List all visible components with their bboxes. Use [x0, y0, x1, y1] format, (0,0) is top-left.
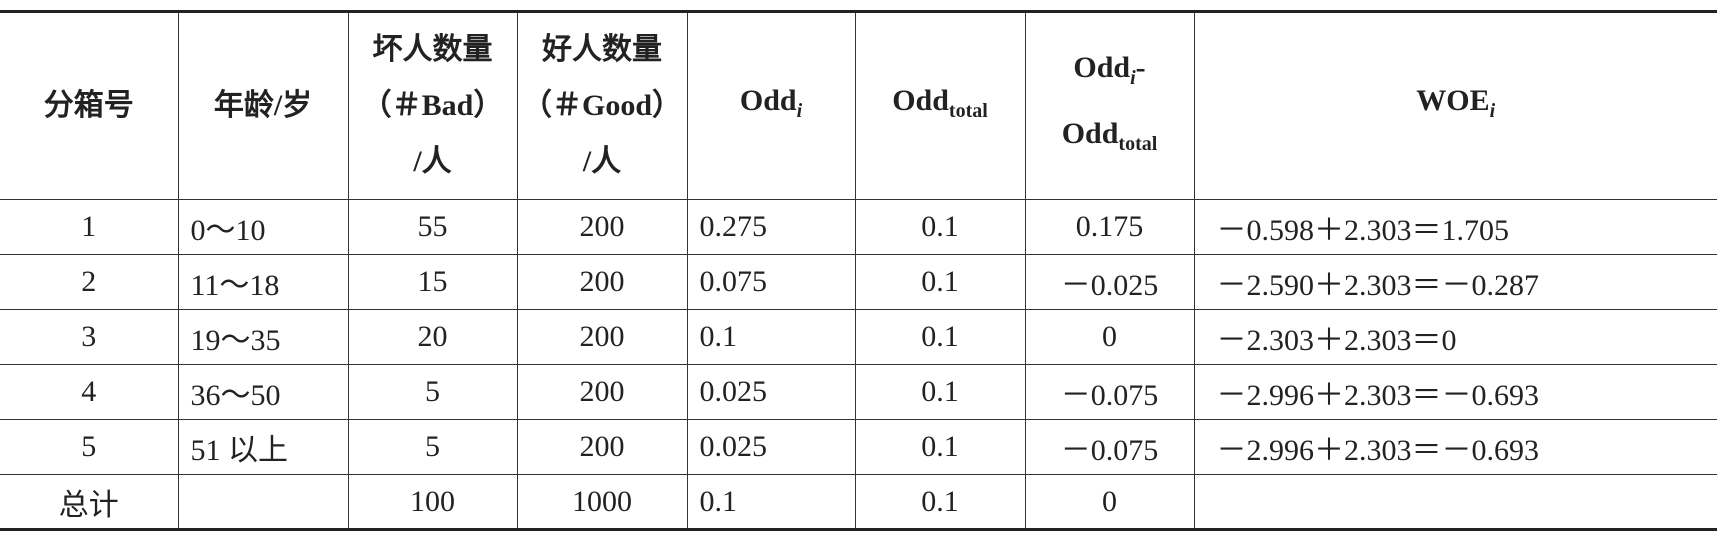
table-cell: 11～18: [177, 254, 348, 310]
table-cell: 2: [0, 254, 178, 310]
table-row: 总计 100 1000 0.1 0.1 0: [0, 474, 1717, 531]
header-row: 分箱号 年龄/岁 坏人数量 （＃Bad）/人 好人数量 （＃Good）/人 Oddi Oddt…: [0, 10, 1717, 200]
table-cell: 5: [347, 364, 517, 420]
header-text: /人: [413, 145, 452, 178]
table-cell: 0.1: [854, 199, 1025, 255]
header-line: 好人数量: [518, 22, 687, 78]
woe-table: 分箱号 年龄/岁 坏人数量 （＃Bad）/人 好人数量 （＃Good）/人 Oddi Oddt…: [0, 10, 1717, 531]
header-cell: 好人数量 （＃Good） /人: [516, 10, 687, 200]
table-cell: 0.1: [854, 474, 1025, 531]
header-cell: 年龄/岁: [177, 10, 348, 200]
table-row: 4 36～50 5 200 0.025 0.1 －0.075 －2.996＋2.303＝－0.…: [0, 364, 1717, 420]
table-cell: 20: [347, 309, 517, 365]
header-text: （＃Good）: [521, 89, 683, 122]
table-cell: 1: [0, 199, 178, 255]
table-cell: 200: [516, 199, 687, 255]
table-header: 分箱号 年龄/岁 坏人数量 （＃Bad）/人 好人数量 （＃Good）/人 Oddi Oddt…: [0, 10, 1717, 200]
table-cell: 0.1: [854, 364, 1025, 420]
table-cell: 15: [347, 254, 517, 310]
header-cell: 坏人数量 （＃Bad） /人: [347, 10, 517, 200]
table-cell: 0.175: [1024, 199, 1194, 255]
table-cell: [177, 474, 348, 531]
subscript: total: [1118, 133, 1158, 155]
table-cell: 0.1: [686, 309, 855, 365]
table-cell: 200: [516, 309, 687, 365]
header-text: Odd: [1061, 117, 1119, 150]
table-cell: －0.598＋2.303＝1.705: [1193, 199, 1717, 255]
header-line: Oddi: [688, 73, 855, 139]
header-line: Oddtotal: [856, 73, 1025, 139]
table-cell: －2.996＋2.303＝－0.693: [1193, 419, 1717, 475]
table-cell: 0: [1024, 474, 1194, 531]
header-line: /人: [349, 134, 517, 190]
table-cell: 55: [347, 199, 517, 255]
table-cell: 0～10: [177, 199, 348, 255]
table-cell: 0.1: [854, 419, 1025, 475]
header-cell: 分箱号: [0, 10, 178, 200]
header-line: 年龄/岁: [179, 78, 348, 134]
table-cell: 4: [0, 364, 178, 420]
header-text: 年龄/岁: [213, 89, 313, 122]
header-line: Oddtotal: [1026, 106, 1194, 172]
header-text: Odd: [1073, 51, 1131, 84]
subscript: i: [796, 100, 803, 122]
table-row: 5 51 以上 5 200 0.025 0.1 －0.075 －2.996＋2.303＝－0.…: [0, 419, 1717, 475]
subscript: total: [948, 100, 988, 122]
table-cell: 0.1: [686, 474, 855, 531]
table-cell: 0.025: [686, 364, 855, 420]
table-cell: 0.275: [686, 199, 855, 255]
table-cell: 1000: [516, 474, 687, 531]
table-cell: 总计: [0, 474, 178, 531]
header-text: WOE: [1416, 84, 1490, 117]
header-cell: Oddi- Oddtotal: [1024, 10, 1194, 200]
table-cell: 5: [0, 419, 178, 475]
header-cell: Oddtotal: [854, 10, 1025, 200]
header-text: 分箱号: [43, 89, 134, 122]
table-cell: 0.025: [686, 419, 855, 475]
header-line: （＃Bad）: [349, 78, 517, 134]
header-line: WOEi: [1195, 73, 1717, 139]
table-cell: －2.590＋2.303＝－0.287: [1193, 254, 1717, 310]
table-cell: 0.1: [854, 254, 1025, 310]
header-text: 好人数量: [542, 33, 662, 66]
table-cell: 0.075: [686, 254, 855, 310]
header-cell: Oddi: [686, 10, 855, 200]
header-line: 分箱号: [0, 78, 178, 134]
table-cell: －2.996＋2.303＝－0.693: [1193, 364, 1717, 420]
table-cell: 51 以上: [177, 419, 348, 475]
table-row: 2 11～18 15 200 0.075 0.1 －0.025 －2.590＋2.303＝－0…: [0, 254, 1717, 310]
table-row: 3 19～35 20 200 0.1 0.1 0 －2.303＋2.303＝0: [0, 309, 1717, 365]
table-body: 1 0～10 55 200 0.275 0.1 0.175 －0.598＋2.303＝1.70…: [0, 199, 1717, 531]
header-cell: WOEi: [1193, 10, 1717, 200]
subscript: i: [1489, 100, 1496, 122]
header-line: Oddi-: [1026, 40, 1194, 106]
header-text: 坏人数量: [372, 33, 493, 66]
header-line: 坏人数量: [349, 22, 517, 78]
header-line: /人: [518, 134, 687, 190]
header-line: （＃Good）: [518, 78, 687, 134]
table-cell: －0.075: [1024, 419, 1194, 475]
header-text: Odd: [892, 84, 949, 117]
table-cell: －0.075: [1024, 364, 1194, 420]
table-cell: 5: [347, 419, 517, 475]
header-text: Odd: [739, 84, 797, 117]
table-row: 1 0～10 55 200 0.275 0.1 0.175 －0.598＋2.303＝1.70…: [0, 199, 1717, 255]
subscript: i: [1130, 67, 1136, 89]
table-cell: 100: [347, 474, 517, 531]
table-cell: －0.025: [1024, 254, 1194, 310]
table-cell: 0: [1024, 309, 1194, 365]
table-cell: 200: [516, 419, 687, 475]
table-cell: 3: [0, 309, 178, 365]
table-cell: 0.1: [854, 309, 1025, 365]
table-cell: [1193, 474, 1717, 531]
header-text: （＃Bad）: [361, 89, 504, 122]
table-cell: 36～50: [177, 364, 348, 420]
table-cell: 19～35: [177, 309, 348, 365]
header-text: /人: [582, 145, 622, 178]
table-cell: －2.303＋2.303＝0: [1193, 309, 1717, 365]
header-text: -: [1135, 51, 1146, 84]
table-cell: 200: [516, 254, 687, 310]
table-cell: 200: [516, 364, 687, 420]
